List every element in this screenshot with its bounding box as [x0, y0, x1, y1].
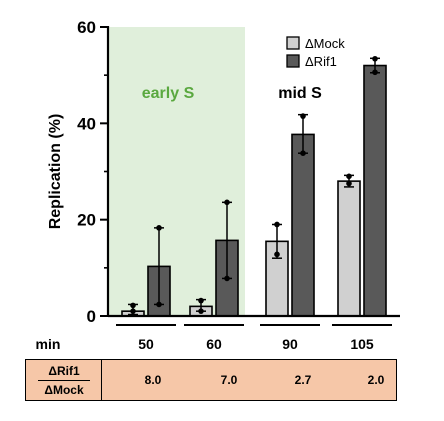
replicate-point	[156, 225, 162, 231]
ratio-fraction-line	[38, 380, 90, 381]
replicate-point	[300, 113, 306, 119]
legend-label-mock: ΔMock	[305, 36, 345, 51]
ratio-table: ΔRif1 ΔMock 8.0 7.0 2.7 2.0	[25, 359, 397, 401]
replicate-point	[224, 199, 230, 206]
y-tick-label-60: 60	[77, 18, 96, 37]
legend-swatch-rif1	[286, 54, 300, 68]
ratio-label: ΔRif1 ΔMock	[26, 360, 102, 400]
annotation-mid-s: mid S	[278, 85, 322, 102]
annotation-early-s: early S	[142, 85, 195, 102]
y-tick-label-20: 20	[77, 211, 96, 230]
replicate-point	[130, 302, 136, 309]
replicate-point	[198, 308, 204, 314]
ratio-denominator: ΔMock	[44, 383, 84, 397]
x-tick-label-90: 90	[282, 336, 298, 352]
legend-label-rif1: ΔRif1	[305, 54, 337, 69]
replicate-point	[130, 308, 136, 314]
bar-rif1-105	[363, 64, 387, 317]
replicate-point	[346, 180, 352, 187]
replicate-point	[156, 301, 162, 308]
replicate-point	[274, 221, 280, 228]
replicate-point	[224, 275, 230, 282]
x-tick-label-60: 60	[206, 336, 222, 352]
ratio-numerator: ΔRif1	[48, 364, 80, 378]
legend-swatch-mock	[286, 36, 300, 50]
replicate-point	[372, 55, 378, 62]
x-tick-label-105: 105	[350, 336, 374, 352]
y-tick-label-40: 40	[77, 114, 96, 133]
replicate-point	[372, 69, 378, 76]
bar-mock-105	[337, 180, 361, 317]
x-axis-title: min	[36, 336, 61, 352]
ratio-value-105: 2.0	[367, 373, 385, 387]
bar-rif1-90	[291, 133, 315, 317]
y-axis-title: Replication (%)	[47, 114, 64, 230]
x-tick-label-50: 50	[138, 336, 154, 352]
y-tick-label-0: 0	[87, 307, 96, 326]
ratio-value-90: 2.7	[294, 373, 312, 387]
ratio-value-60: 7.0	[220, 373, 238, 387]
replicate-point	[198, 297, 204, 304]
replicate-point	[274, 251, 280, 258]
replicate-point	[346, 173, 352, 180]
replicate-point	[300, 150, 306, 156]
ratio-value-50: 8.0	[144, 373, 162, 387]
